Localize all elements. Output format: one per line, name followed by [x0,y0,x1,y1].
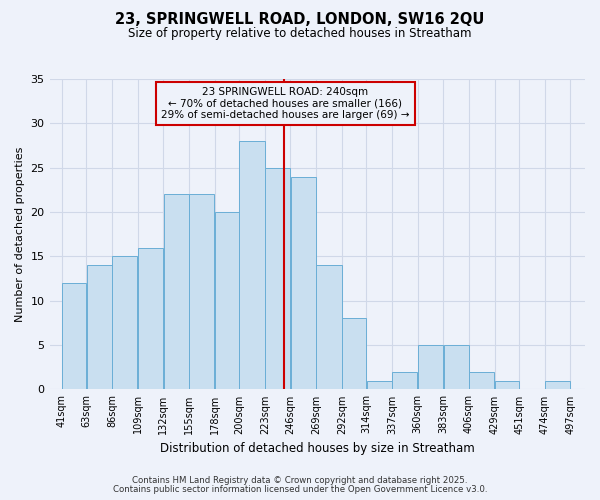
Bar [62,283,86,390]
Bar [189,194,214,390]
Text: 23, SPRINGWELL ROAD, LONDON, SW16 2QU: 23, SPRINGWELL ROAD, LONDON, SW16 2QU [115,12,485,28]
Bar [164,194,189,390]
Y-axis label: Number of detached properties: Number of detached properties [15,146,25,322]
Bar [418,345,443,390]
Bar [291,176,316,390]
Bar [469,372,494,390]
Bar [443,345,469,390]
Bar [545,380,570,390]
Bar [239,141,265,390]
Bar [86,266,112,390]
Bar [495,380,519,390]
Bar [342,318,366,390]
Text: Contains HM Land Registry data © Crown copyright and database right 2025.: Contains HM Land Registry data © Crown c… [132,476,468,485]
Bar [265,168,290,390]
Text: Size of property relative to detached houses in Streatham: Size of property relative to detached ho… [128,28,472,40]
Bar [112,256,137,390]
Bar [367,380,392,390]
Text: 23 SPRINGWELL ROAD: 240sqm
← 70% of detached houses are smaller (166)
29% of sem: 23 SPRINGWELL ROAD: 240sqm ← 70% of deta… [161,87,409,120]
X-axis label: Distribution of detached houses by size in Streatham: Distribution of detached houses by size … [160,442,475,455]
Bar [215,212,239,390]
Bar [392,372,418,390]
Text: Contains public sector information licensed under the Open Government Licence v3: Contains public sector information licen… [113,485,487,494]
Bar [138,248,163,390]
Bar [316,266,341,390]
